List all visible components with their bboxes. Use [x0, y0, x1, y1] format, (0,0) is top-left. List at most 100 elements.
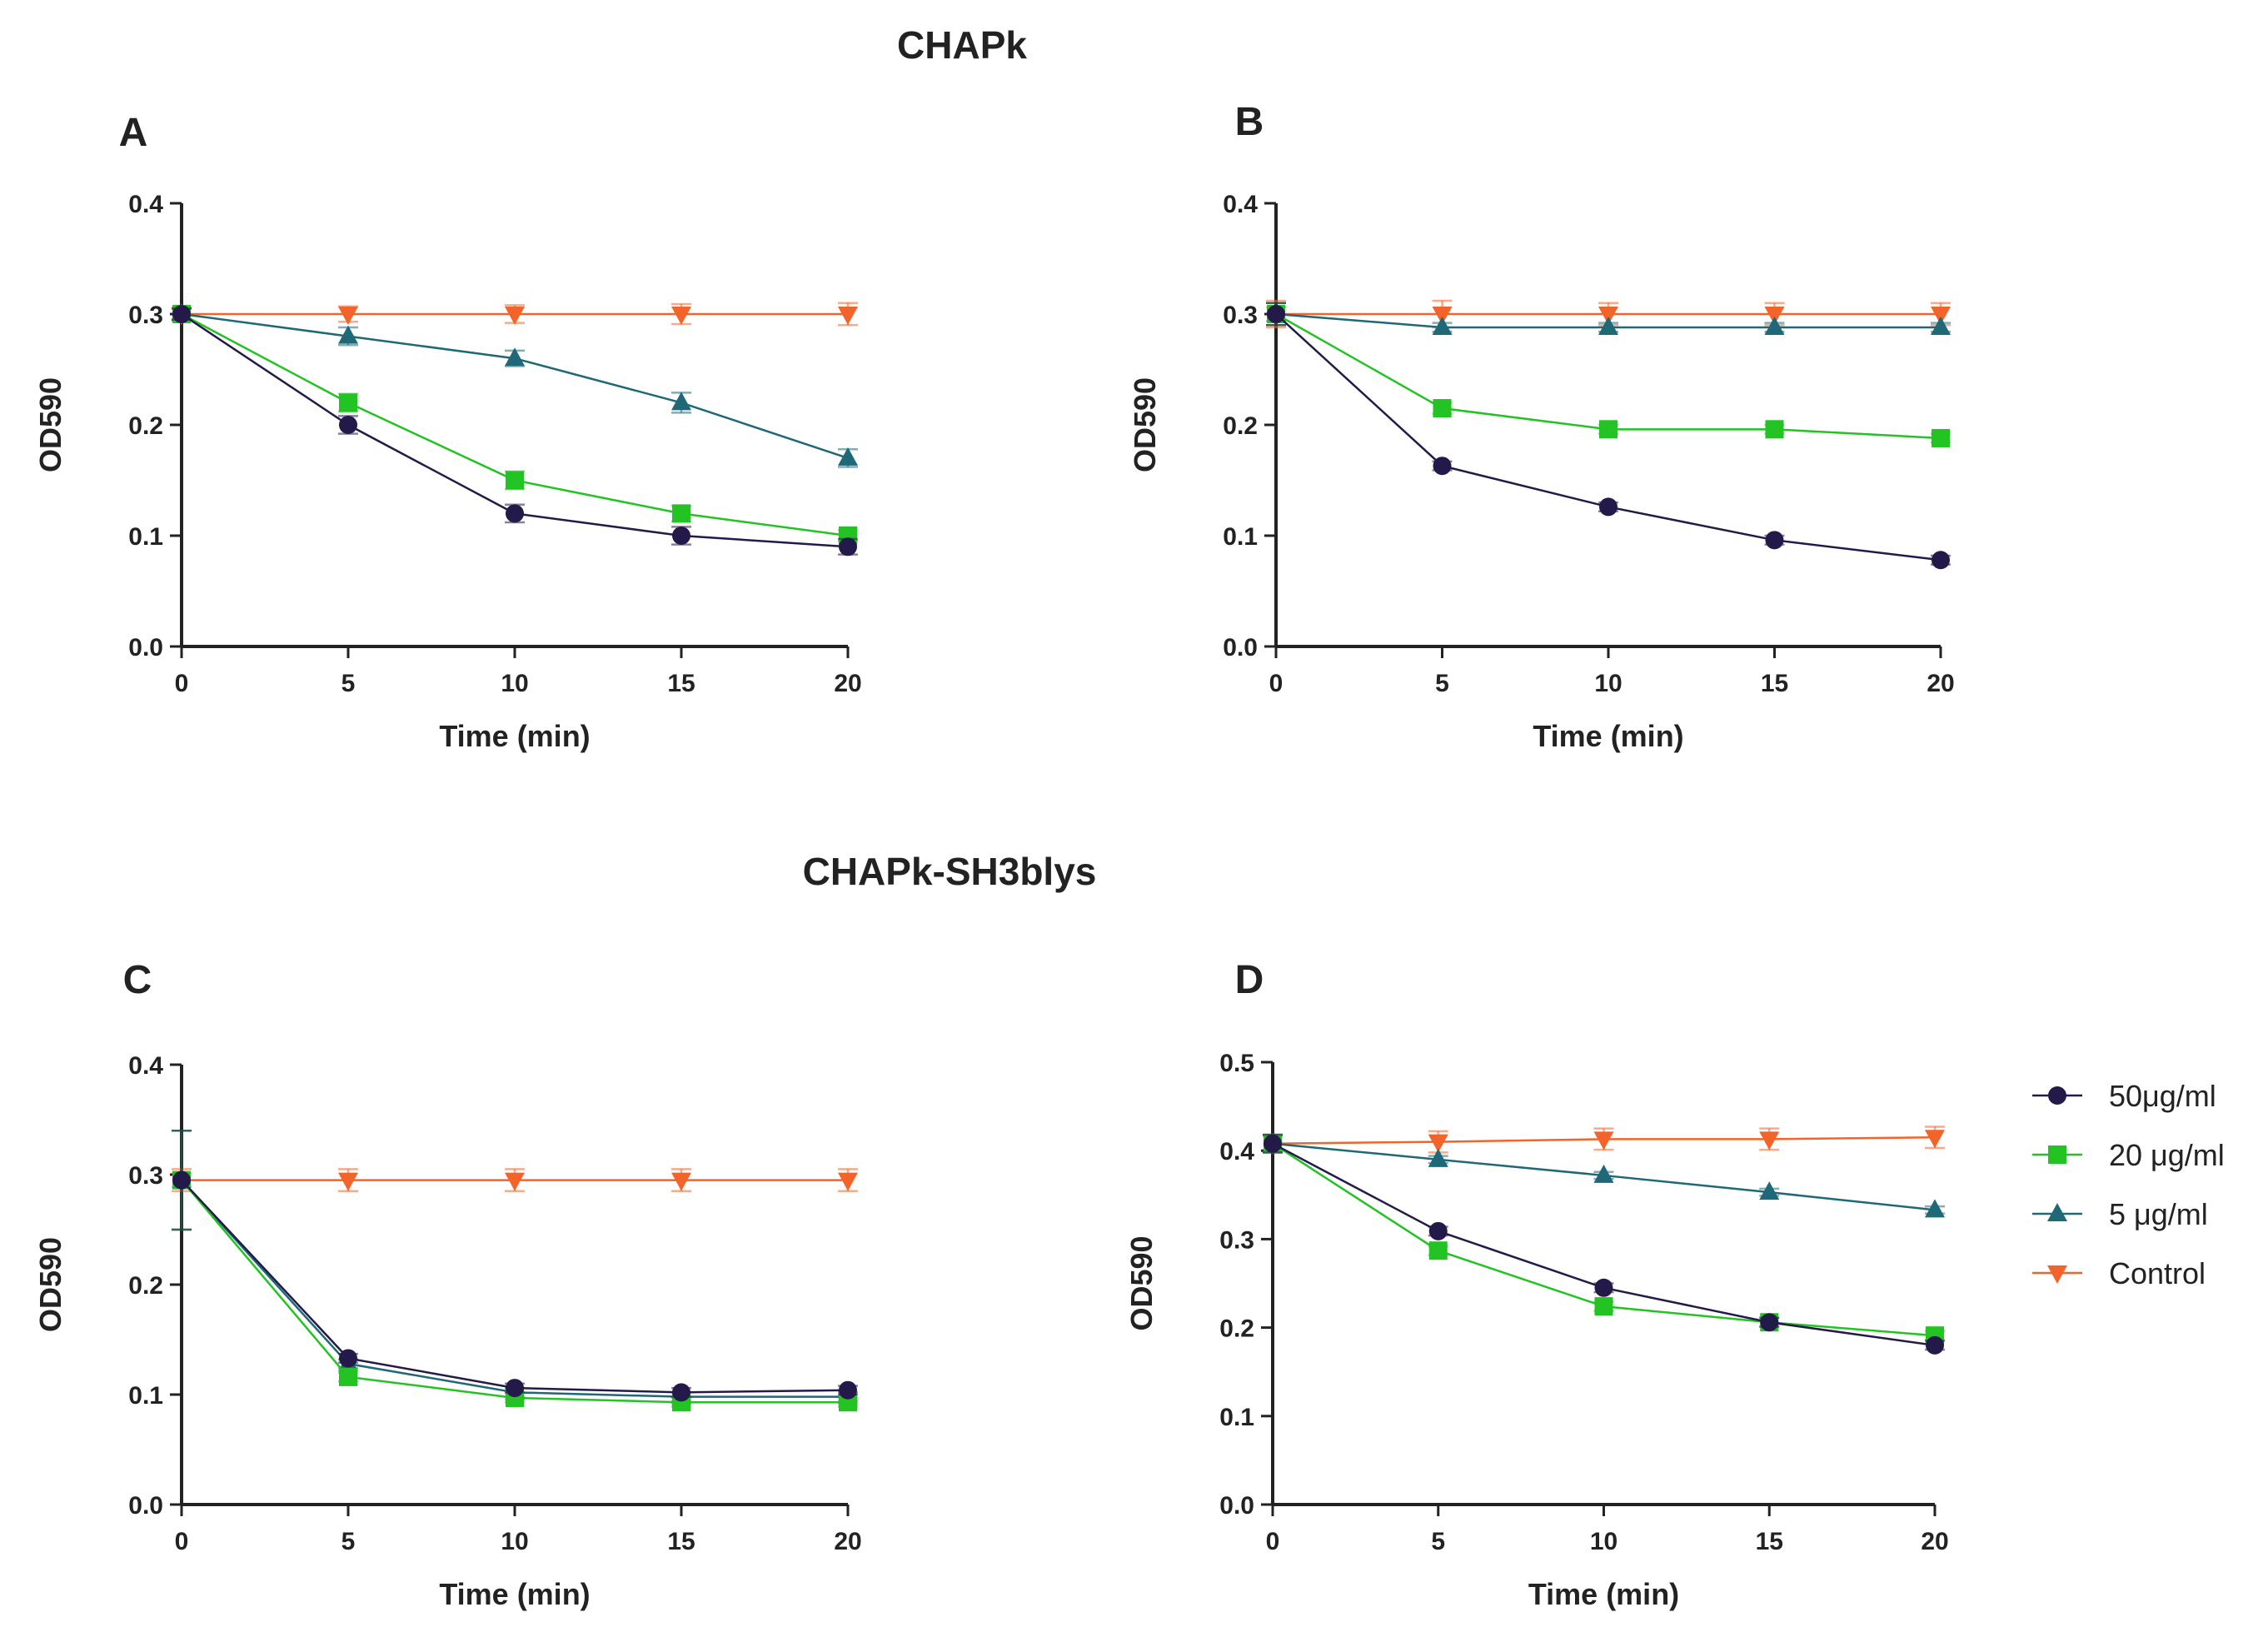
series-circle: [1266, 302, 1951, 570]
y-tick-label: 0.4: [128, 191, 163, 218]
data-point: [1764, 307, 1785, 325]
y-tick-label: 0.2: [1219, 1315, 1254, 1343]
legend-label: 20 μg/ml: [2109, 1138, 2225, 1172]
panel-d: D 0 5 10 15 20 0.0 0.1 0.2 0.3 0.4 0.5 Time (min) OD5…: [1124, 958, 1949, 1611]
legend-item: 5 μg/ml: [2032, 1197, 2208, 1231]
x-tick-label: 20: [1927, 670, 1954, 697]
data-point: [1267, 305, 1285, 323]
data-point: [505, 307, 525, 325]
data-point: [506, 471, 524, 490]
data-point: [672, 527, 690, 545]
data-point: [339, 1367, 357, 1386]
data-point: [1759, 1181, 1780, 1200]
legend-item: Control: [2032, 1256, 2206, 1290]
panel-a: A 0 5 10 15 20 0.0 0.1 0.2 0.3 0.4 Time (min) OD590: [33, 111, 862, 753]
legend-item: 20 μg/ml: [2032, 1138, 2225, 1172]
data-point: [1264, 1134, 1282, 1153]
data-point: [338, 1172, 358, 1191]
y-tick-label: 0.5: [1219, 1050, 1254, 1077]
section-title-chapk-sh3blys: CHAPk-SH3blys: [803, 850, 1097, 893]
x-tick-label: 15: [667, 1528, 695, 1555]
data-point: [1598, 307, 1618, 325]
x-axis-title: Time (min): [1533, 719, 1683, 753]
data-point: [1931, 316, 1951, 335]
data-point: [1594, 1278, 1613, 1297]
data-point: [1593, 1164, 1614, 1183]
y-axis-title: OD590: [33, 1237, 67, 1332]
data-point: [339, 416, 357, 434]
x-tick-label: 15: [667, 670, 695, 697]
y-tick-label: 0.3: [1219, 1226, 1254, 1254]
data-point: [1433, 399, 1452, 418]
x-tick-label: 5: [341, 1528, 356, 1555]
y-tick-label: 0.4: [1219, 1138, 1254, 1165]
y-tick-label: 0.2: [128, 412, 163, 440]
y-tick-label: 0.3: [128, 1162, 163, 1190]
y-tick-label: 0.1: [1223, 523, 1258, 551]
series-line: [181, 1179, 849, 1394]
series-triangle-down: [172, 302, 858, 327]
y-axis-title: OD590: [33, 377, 67, 472]
y-tick-label: 0.0: [1223, 634, 1258, 661]
panel-letter: B: [1235, 100, 1264, 144]
data-point: [1759, 1131, 1780, 1150]
legend-marker: [2047, 1203, 2067, 1221]
data-point: [1765, 420, 1784, 439]
data-point: [838, 307, 858, 325]
x-tick-label: 10: [1590, 1528, 1618, 1555]
x-tick-label: 10: [1594, 670, 1622, 697]
data-point: [1593, 1131, 1614, 1150]
x-tick-label: 20: [1921, 1528, 1948, 1555]
series-triangle-down: [172, 1168, 858, 1193]
data-point: [1432, 316, 1453, 335]
x-tick-label: 10: [501, 670, 528, 697]
data-point: [1925, 1199, 1945, 1218]
y-tick-label: 0.3: [1223, 302, 1258, 329]
panel-b: B 0 5 10 15 20 0.0 0.1 0.2 0.3 0.4 Time (min) OD590: [1128, 100, 1955, 753]
data-point: [506, 1379, 524, 1398]
panel-letter: D: [1235, 958, 1264, 1002]
y-axis-title: OD590: [1128, 377, 1162, 472]
y-axis-title: OD590: [1124, 1235, 1159, 1330]
data-point: [1428, 1241, 1448, 1260]
series-circle: [172, 305, 858, 556]
x-tick-label: 0: [1269, 670, 1284, 697]
y-tick-label: 0.0: [128, 1492, 163, 1520]
x-tick-label: 5: [1431, 1528, 1445, 1555]
data-point: [1765, 531, 1784, 550]
series-triangle-up: [172, 303, 858, 468]
panel-letter: A: [119, 111, 148, 155]
data-point: [1932, 428, 1950, 447]
legend-marker: [2048, 1086, 2066, 1105]
data-point: [1764, 316, 1785, 335]
y-tick-label: 0.1: [128, 523, 163, 551]
x-axis-title: Time (min): [439, 719, 590, 753]
legend: 50μg/ml 20 μg/ml 5 μg/ml Control: [2032, 1079, 2225, 1290]
series-triangle-up: [1263, 1132, 1945, 1218]
data-point: [671, 307, 691, 325]
data-point: [1598, 316, 1618, 335]
data-point: [172, 1170, 191, 1190]
y-tick-label: 0.2: [1223, 412, 1258, 440]
x-tick-label: 0: [1266, 1528, 1280, 1555]
data-point: [338, 307, 358, 325]
y-tick-label: 0.0: [128, 634, 163, 661]
data-point: [672, 504, 690, 523]
x-tick-label: 20: [834, 1528, 861, 1555]
data-point: [1931, 307, 1951, 325]
data-point: [1760, 1313, 1779, 1332]
data-point: [1932, 551, 1950, 570]
data-point: [506, 504, 524, 523]
y-tick-label: 0.3: [128, 302, 163, 329]
data-point: [339, 393, 357, 412]
y-tick-label: 0.1: [1219, 1404, 1254, 1431]
legend-label: 5 μg/ml: [2109, 1197, 2208, 1231]
data-point: [671, 392, 691, 411]
data-point: [671, 1172, 691, 1191]
data-point: [1599, 420, 1618, 439]
data-point: [339, 1349, 357, 1368]
x-tick-label: 5: [1435, 670, 1449, 697]
x-axis-title: Time (min): [1528, 1577, 1679, 1611]
data-point: [1428, 1221, 1448, 1240]
